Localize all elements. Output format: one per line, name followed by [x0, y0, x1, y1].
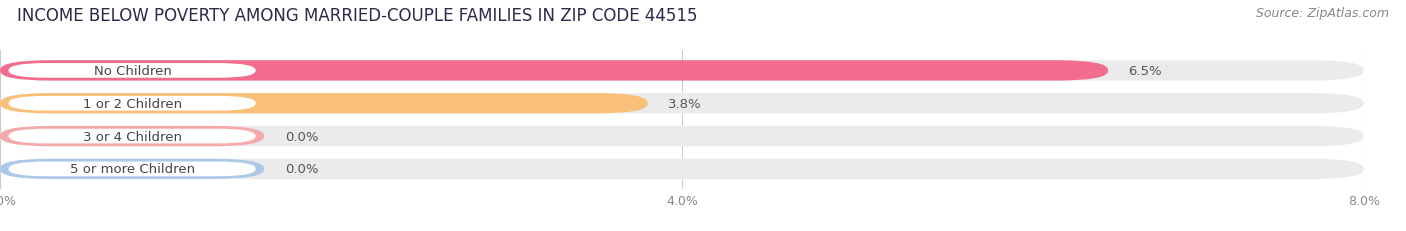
FancyBboxPatch shape [8, 129, 256, 144]
Text: 0.0%: 0.0% [284, 130, 318, 143]
FancyBboxPatch shape [0, 126, 1364, 147]
Text: 3.8%: 3.8% [668, 97, 702, 110]
Text: 6.5%: 6.5% [1129, 65, 1163, 78]
Text: 0.0%: 0.0% [284, 163, 318, 176]
Text: 3 or 4 Children: 3 or 4 Children [83, 130, 183, 143]
Text: No Children: No Children [94, 65, 172, 78]
Text: INCOME BELOW POVERTY AMONG MARRIED-COUPLE FAMILIES IN ZIP CODE 44515: INCOME BELOW POVERTY AMONG MARRIED-COUPL… [17, 7, 697, 25]
FancyBboxPatch shape [8, 64, 256, 78]
FancyBboxPatch shape [0, 61, 1364, 81]
FancyBboxPatch shape [0, 159, 264, 179]
Text: Source: ZipAtlas.com: Source: ZipAtlas.com [1256, 7, 1389, 20]
FancyBboxPatch shape [8, 162, 256, 176]
FancyBboxPatch shape [0, 126, 264, 147]
FancyBboxPatch shape [0, 61, 1108, 81]
FancyBboxPatch shape [0, 159, 1364, 179]
Text: 5 or more Children: 5 or more Children [70, 163, 195, 176]
FancyBboxPatch shape [8, 97, 256, 111]
FancyBboxPatch shape [0, 94, 1364, 114]
FancyBboxPatch shape [0, 94, 648, 114]
Text: 1 or 2 Children: 1 or 2 Children [83, 97, 183, 110]
